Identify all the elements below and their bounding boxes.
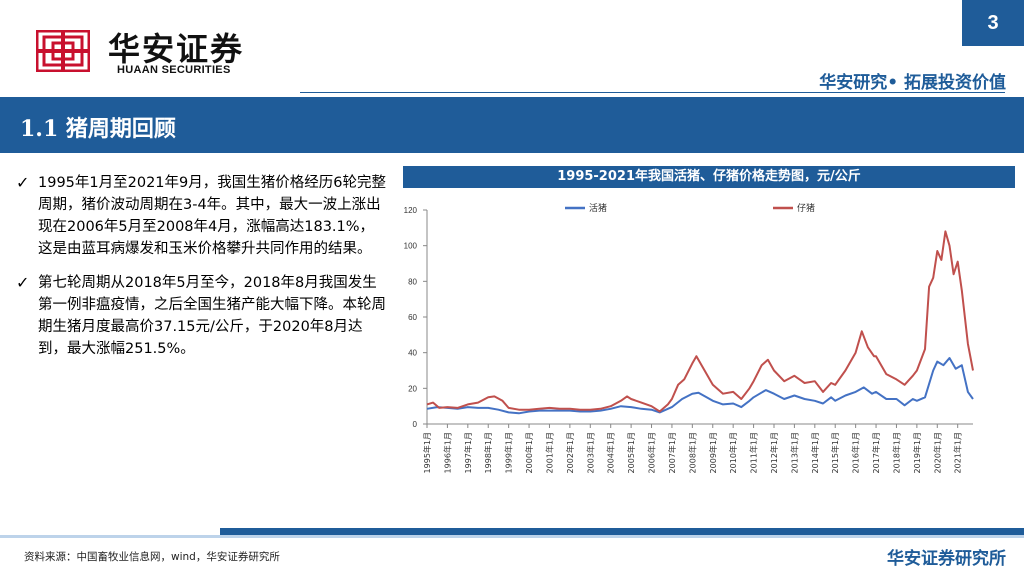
x-tick-label: 1997年1月 [463,432,473,473]
x-tick-label: 2018年1月 [891,432,901,473]
x-tick-label: 2007年1月 [667,432,677,473]
brand-name-en: HUAAN SECURITIES [117,64,231,76]
section-title: 1.1 猪周期回顾 [20,116,176,142]
header-slogan: 华安研究• 拓展投资价值 [819,73,1006,93]
x-tick-label: 2020年1月 [932,432,942,473]
bullet-list: ✓ 1995年1月至2021年9月，我国生猪价格经历6轮完整周期，猪价波动周期在… [16,172,396,372]
bullet-item: ✓ 1995年1月至2021年9月，我国生猪价格经历6轮完整周期，猪价波动周期在… [16,172,396,260]
y-tick-label: 40 [408,349,417,358]
x-tick-label: 2001年1月 [544,432,554,473]
x-tick-label: 2013年1月 [789,432,799,473]
y-tick-label: 80 [408,277,417,286]
header-divider [300,92,1005,93]
check-icon: ✓ [16,173,30,192]
x-tick-label: 2000年1月 [524,432,534,473]
x-tick-label: 2021年1月 [953,432,963,473]
x-tick-label: 2012年1月 [769,432,779,473]
bullet-text: 1995年1月至2021年9月，我国生猪价格经历6轮完整周期，猪价波动周期在3-… [38,175,386,257]
price-line-chart: 0 20 40 60 80 100 120 1995年1月 1996年1月 1997年1月 199… [404,202,974,473]
x-tick-label: 1998年1月 [483,432,493,473]
y-tick-label: 60 [408,313,417,322]
chart-title: 1995-2021年我国活猪、仔猪价格走势图，元/公斤 [403,166,1015,188]
x-tick-label: 1996年1月 [442,432,452,473]
y-tick-label: 100 [404,242,418,251]
bullet-text: 第七轮周期从2018年5月至今，2018年8月我国发生第一例非瘟疫情，之后全国生… [38,275,386,357]
huaan-logo-icon [36,30,90,72]
series-line-live-hog [426,357,974,415]
footer-bar [220,528,1024,535]
x-tick-label: 2006年1月 [647,432,657,473]
section-title-bar [0,97,1024,153]
x-tick-label: 2011年1月 [749,432,759,473]
x-tick-label: 2005年1月 [626,432,636,473]
brand-name-cn: 华安证券 [108,30,245,68]
series-line-piglet [426,230,974,413]
x-tick-label: 2003年1月 [585,432,595,473]
check-icon: ✓ [16,273,30,292]
footer-brand: 华安证券研究所 [887,549,1006,569]
x-tick-label: 2008年1月 [687,432,697,473]
bullet-item: ✓ 第七轮周期从2018年5月至今，2018年8月我国发生第一例非瘟疫情，之后全… [16,272,396,360]
x-tick-label: 2015年1月 [830,432,840,473]
x-tick-label: 2009年1月 [708,432,718,473]
x-tick-label: 2017年1月 [871,432,881,473]
x-tick-label: 1999年1月 [504,432,514,473]
x-tick-label: 1995年1月 [422,432,432,473]
x-tick-label: 2016年1月 [851,432,861,473]
y-tick-label: 20 [408,384,417,393]
y-tick-label: 0 [413,420,418,429]
x-tick-label: 2004年1月 [606,432,616,473]
page-number: 3 [962,0,1024,46]
legend-label: 仔猪 [797,202,815,214]
x-tick-label: 2019年1月 [912,432,922,473]
legend-label: 活猪 [589,202,607,214]
footer-bar-light [0,535,1024,538]
x-tick-label: 2002年1月 [565,432,575,473]
x-tick-label: 2014年1月 [810,432,820,473]
x-tick-label: 2010年1月 [728,432,738,473]
y-tick-label: 120 [404,206,418,215]
source-note: 资料来源：中国畜牧业信息网，wind，华安证券研究所 [24,551,280,563]
